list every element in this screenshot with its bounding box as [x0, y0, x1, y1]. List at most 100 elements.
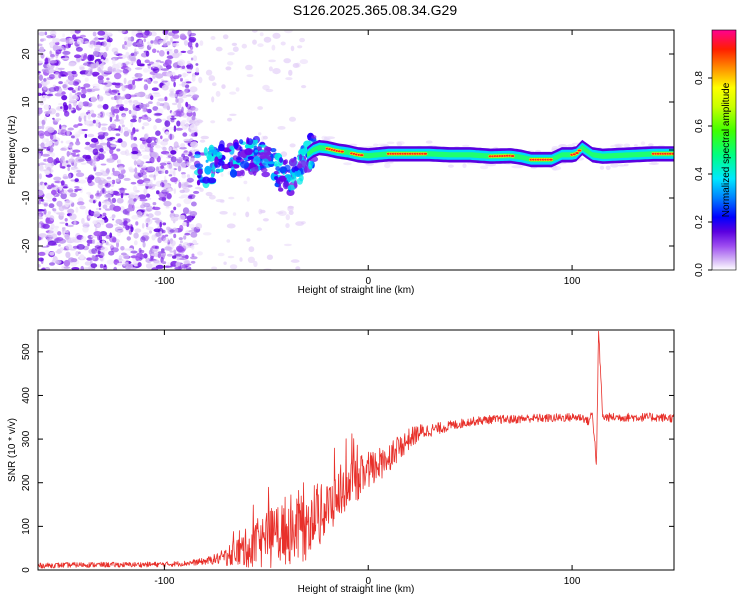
noise-blob [195, 67, 200, 73]
noise-blob [54, 180, 63, 184]
x-tick-label: 0 [365, 276, 371, 287]
noise-blob [77, 85, 81, 91]
noise-blob [42, 182, 45, 190]
noise-blob [147, 166, 155, 172]
noise-blob [285, 214, 290, 221]
noise-blob [69, 192, 77, 198]
noise-blob [245, 64, 253, 71]
noise-blob [188, 34, 192, 41]
noise-blob [66, 164, 71, 168]
noise-blob [153, 174, 156, 181]
noise-blob [258, 132, 262, 136]
noise-blob [169, 147, 172, 151]
noise-blob [52, 44, 59, 52]
ridge-blob [310, 160, 315, 166]
noise-blob [51, 242, 58, 246]
noise-blob [71, 89, 77, 94]
noise-blob [100, 246, 109, 252]
noise-blob [152, 93, 161, 98]
noise-blob [108, 114, 115, 119]
noise-blob [100, 171, 110, 177]
noise-blob [289, 116, 296, 122]
noise-blob [126, 236, 131, 241]
noise-blob [86, 88, 93, 93]
noise-blob [73, 220, 77, 225]
noise-blob [128, 100, 133, 103]
noise-blob [165, 41, 171, 46]
noise-blob [182, 132, 188, 137]
noise-blob [229, 264, 238, 270]
noise-blob [195, 42, 199, 48]
noise-blob [161, 80, 165, 84]
noise-blob [155, 264, 165, 269]
noise-blob [190, 38, 195, 43]
noise-blob [131, 130, 135, 136]
noise-blob [116, 263, 123, 266]
y-tick-label: 20 [21, 48, 32, 60]
ridge-blob [196, 179, 201, 186]
noise-blob [59, 38, 68, 42]
noise-blob [44, 163, 53, 170]
noise-blob [44, 214, 52, 218]
noise-blob [85, 209, 88, 216]
noise-blob [93, 211, 101, 218]
noise-blob [166, 105, 171, 111]
noise-blob [65, 200, 71, 204]
ridge-blob [267, 161, 275, 165]
noise-blob [275, 211, 284, 215]
noise-blob [116, 148, 121, 152]
noise-blob [106, 158, 115, 163]
noise-blob [86, 239, 95, 244]
noise-blob [153, 112, 162, 117]
noise-blob [97, 182, 104, 189]
noise-blob [175, 261, 181, 267]
noise-blob [177, 246, 185, 253]
noise-blob [42, 223, 50, 229]
noise-blob [211, 96, 215, 103]
noise-blob [114, 82, 121, 86]
noise-blob [220, 199, 225, 204]
noise-blob [462, 163, 467, 169]
snr-frame [37, 329, 675, 571]
noise-blob [89, 143, 97, 148]
ridge-blob [214, 156, 219, 166]
noise-blob [266, 254, 273, 260]
noise-blob [151, 249, 158, 253]
ridge-blob [294, 169, 302, 178]
noise-blob [52, 197, 57, 202]
noise-blob [150, 253, 157, 256]
noise-blob [56, 200, 63, 207]
noise-blob [97, 37, 105, 40]
noise-blob [63, 266, 71, 269]
noise-blob [117, 159, 122, 165]
noise-blob [111, 218, 115, 221]
noise-blob [219, 211, 228, 215]
noise-blob [62, 227, 66, 230]
noise-blob [65, 222, 69, 226]
noise-blob [292, 63, 300, 68]
noise-blob [288, 69, 293, 76]
noise-blob [610, 144, 620, 148]
noise-blob [121, 124, 125, 128]
ridge-hot-spot [510, 155, 515, 157]
noise-blob [94, 176, 102, 184]
noise-blob [121, 114, 127, 121]
noise-blob [127, 222, 132, 226]
noise-blob [57, 45, 65, 51]
noise-blob [116, 96, 121, 99]
ridge-blob [206, 151, 212, 161]
noise-blob [129, 166, 134, 173]
ridge-blob [254, 149, 259, 153]
noise-blob [101, 240, 106, 244]
ridge-blob [284, 174, 291, 179]
noise-blob [157, 237, 162, 244]
noise-blob [97, 134, 105, 140]
noise-blob [163, 160, 168, 163]
noise-blob [84, 133, 88, 138]
spectrogram-y-ticks: -20 -10 0 10 20 [21, 48, 674, 253]
noise-blob [113, 108, 120, 114]
ridge-blob [279, 157, 283, 163]
noise-blob [280, 151, 288, 157]
noise-blob [105, 223, 114, 229]
noise-blob [72, 149, 81, 153]
